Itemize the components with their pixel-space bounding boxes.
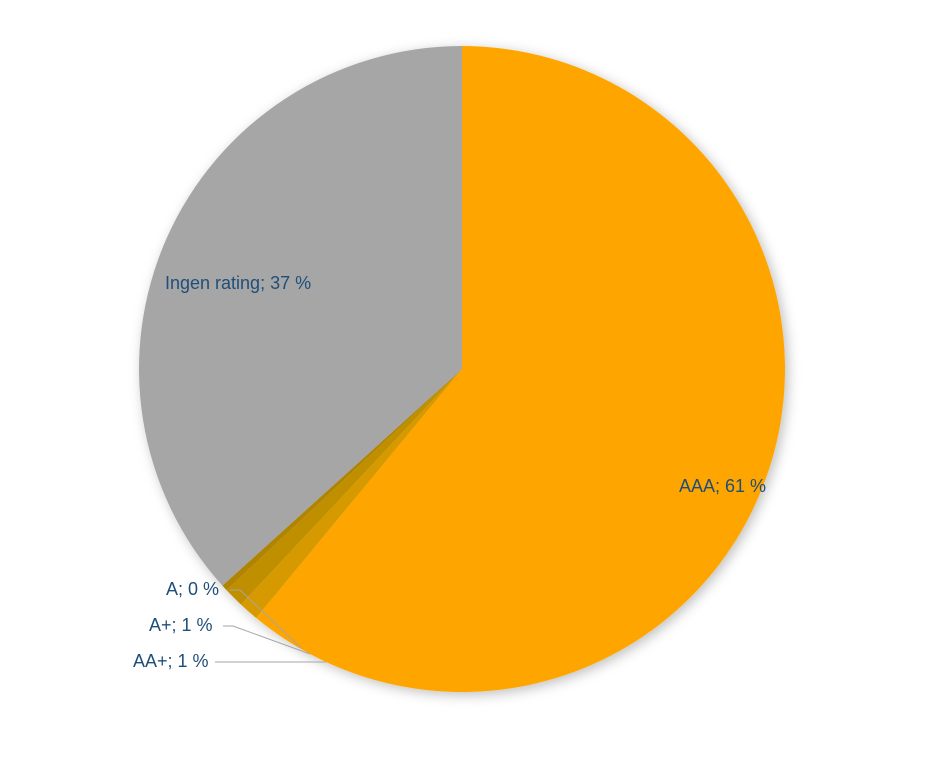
pie-chart-container: AAA; 61 % AA+; 1 % A+; 1 % A; 0 % Ingen rati… xyxy=(0,0,925,759)
slice-label-aa-: AA+; 1 % xyxy=(133,651,209,673)
pie-chart xyxy=(0,0,925,759)
slice-label-aaa: AAA; 61 % xyxy=(679,476,766,498)
slice-label-a-: A+; 1 % xyxy=(149,615,213,637)
pie-slices xyxy=(139,46,785,692)
slice-label-a: A; 0 % xyxy=(166,579,219,601)
slice-label-ingen-rating: Ingen rating; 37 % xyxy=(165,273,311,295)
